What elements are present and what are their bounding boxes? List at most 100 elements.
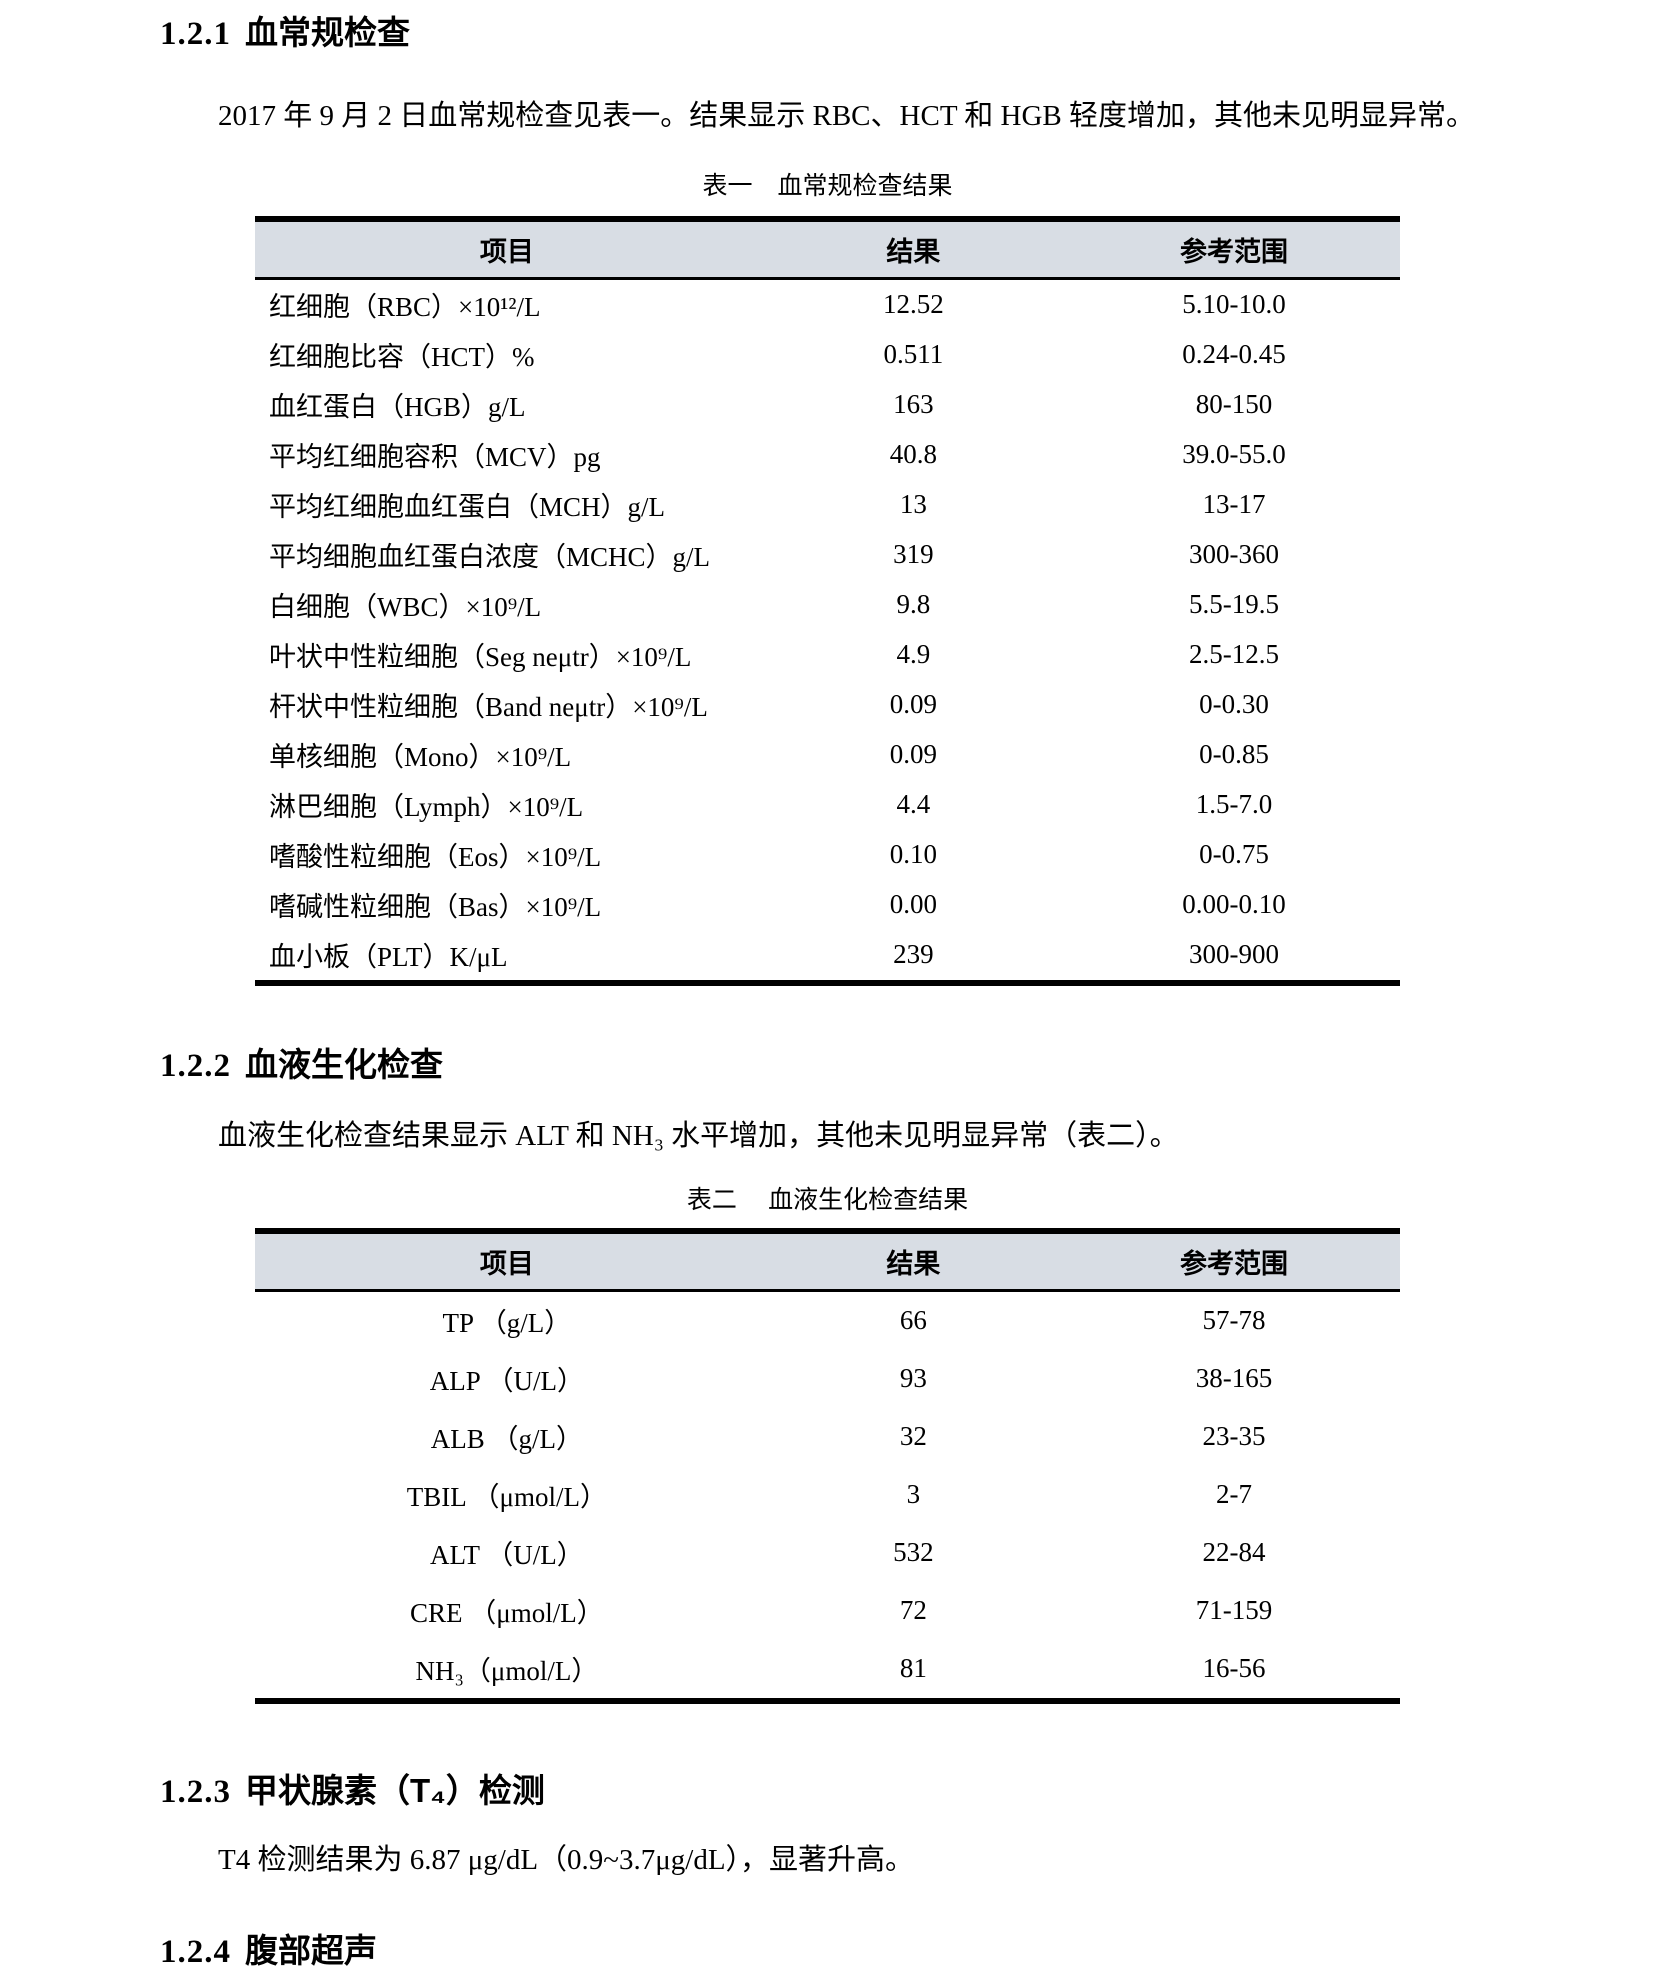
cell-result: 40.8: [889, 438, 937, 469]
cell-result: 532: [893, 1536, 934, 1567]
cell-item: 淋巴细胞（Lymph）×10⁹/L: [269, 791, 584, 822]
cell-reference-range: 0-0.75: [1199, 838, 1269, 869]
cell-result: 0.09: [889, 738, 937, 769]
paragraph-t4-result: T4 检测结果为 6.87 μg/dL（0.9~3.7μg/dL），显著升高。: [218, 1843, 915, 1876]
cell-result: 32: [899, 1420, 927, 1451]
column-header-reference-range: 参考范围: [1179, 1248, 1288, 1279]
column-header-item: 项目: [479, 236, 534, 267]
cell-item: 红细胞（RBC）×10¹²/L: [269, 291, 541, 322]
cell-item: 单核细胞（Mono）×10⁹/L: [269, 741, 572, 772]
cell-reference-range: 22-84: [1202, 1536, 1266, 1567]
section-number: 1.2.3: [160, 1773, 231, 1810]
table-row: 叶状中性粒细胞（Seg neμtr）×10⁹/L 4.9 2.5-12.5: [255, 630, 1400, 680]
cell-result: 319: [893, 538, 934, 569]
table-row: 白细胞（WBC）×10⁹/L 9.8 5.5-19.5: [255, 580, 1400, 630]
cell-result: 239: [893, 938, 934, 969]
cell-result: 4.9: [896, 638, 931, 669]
cell-result: 0.09: [889, 688, 937, 719]
cell-item: 白细胞（WBC）×10⁹/L: [269, 591, 542, 622]
cell-reference-range: 300-900: [1188, 938, 1279, 969]
cell-reference-range: 38-165: [1195, 1362, 1273, 1393]
cell-item: 平均细胞血红蛋白浓度（MCHC）g/L: [269, 541, 711, 572]
column-header-reference-range: 参考范围: [1179, 236, 1288, 267]
cell-item: 平均红细胞血红蛋白（MCH）g/L: [269, 491, 666, 522]
table-row: ALT （U/L） 532 22-84: [255, 1524, 1400, 1582]
cell-item: ALT （U/L）: [430, 1539, 584, 1570]
table-blood-routine-results: 项目 结果 参考范围 红细胞（RBC）×10¹²/L 12.52 5.10-10.0…: [255, 215, 1400, 986]
table-row: 血红蛋白（HGB）g/L 163 80-150: [255, 380, 1400, 430]
table-blood-biochemistry-results: 项目 结果 参考范围 TP （g/L） 66 57-78 ALP （U/L） 93 38-…: [255, 1227, 1400, 1704]
cell-result: 0.511: [883, 338, 944, 369]
cell-reference-range: 23-35: [1202, 1420, 1266, 1451]
section-number: 1.2.2: [160, 1047, 231, 1084]
cell-result: 0.00: [889, 888, 937, 919]
cell-result: 13: [899, 488, 927, 519]
cell-result: 93: [899, 1362, 927, 1393]
cell-result: 72: [899, 1594, 927, 1625]
cell-result: 4.4: [896, 788, 931, 819]
section-heading-1-2-2: 1.2.2 血液生化检查: [160, 1042, 1510, 1089]
section-heading-1-2-1: 1.2.1 血常规检查: [160, 10, 1510, 57]
cell-item: CRE （μmol/L）: [410, 1597, 604, 1628]
cell-item: 嗜碱性粒细胞（Bas）×10⁹/L: [269, 891, 602, 922]
cell-reference-range: 2.5-12.5: [1188, 638, 1279, 669]
document-page: 1.2.1 血常规检查 2017 年 9 月 2 日血常规检查见表一。结果显示 R…: [160, 10, 1510, 1970]
cell-reference-range: 57-78: [1202, 1304, 1266, 1335]
table-row: 单核细胞（Mono）×10⁹/L 0.09 0-0.85: [255, 730, 1400, 780]
section-title: 腹部超声: [245, 1931, 377, 1969]
table-row: 平均红细胞容积（MCV）pg 40.8 39.0-55.0: [255, 430, 1400, 480]
section-title: 血液生化检查: [245, 1045, 443, 1083]
table-row: 红细胞（RBC）×10¹²/L 12.52 5.10-10.0: [255, 278, 1400, 330]
table-row: 平均细胞血红蛋白浓度（MCHC）g/L 319 300-360: [255, 530, 1400, 580]
cell-result: 9.8: [896, 588, 931, 619]
cell-reference-range: 1.5-7.0: [1195, 788, 1273, 819]
table-header-row: 项目 结果 参考范围: [255, 1230, 1400, 1291]
cell-reference-range: 0-0.30: [1199, 688, 1269, 719]
table-row: ALB （g/L） 32 23-35: [255, 1408, 1400, 1466]
table-row: 杆状中性粒细胞（Band neμtr）×10⁹/L 0.09 0-0.30: [255, 680, 1400, 730]
cell-reference-range: 0.00-0.10: [1182, 888, 1286, 919]
cell-item: 嗜酸性粒细胞（Eos）×10⁹/L: [269, 841, 602, 872]
cell-result: 3: [906, 1478, 921, 1509]
table-row: ALP （U/L） 93 38-165: [255, 1350, 1400, 1408]
table-body: 红细胞（RBC）×10¹²/L 12.52 5.10-10.0 红细胞比容（HCT）%…: [255, 278, 1400, 983]
cell-result: 12.52: [882, 288, 944, 319]
cell-item: 血小板（PLT）K/μL: [269, 941, 508, 972]
section-heading-1-2-4: 1.2.4 腹部超声: [160, 1928, 1510, 1975]
table-row: NH₃（μmol/L） 81 16-56: [255, 1640, 1400, 1701]
section-heading-1-2-3: 1.2.3 甲状腺素（T₄）检测: [160, 1768, 1510, 1815]
cell-item: TBIL （μmol/L）: [406, 1481, 607, 1512]
table-row: 血小板（PLT）K/μL 239 300-900: [255, 930, 1400, 983]
table-row: CRE （μmol/L） 72 71-159: [255, 1582, 1400, 1640]
paragraph-blood-routine-intro: 2017 年 9 月 2 日血常规检查见表一。结果显示 RBC、HCT 和 HG…: [218, 100, 1475, 133]
cell-reference-range: 71-159: [1195, 1594, 1273, 1625]
cell-reference-range: 2-7: [1215, 1478, 1252, 1509]
table-body: TP （g/L） 66 57-78 ALP （U/L） 93 38-165 ALB （g/L…: [255, 1290, 1400, 1701]
cell-item: ALB （g/L）: [430, 1423, 584, 1454]
cell-reference-range: 5.5-19.5: [1188, 588, 1279, 619]
cell-result: 163: [893, 388, 934, 419]
table-row: 嗜碱性粒细胞（Bas）×10⁹/L 0.00 0.00-0.10: [255, 880, 1400, 930]
section-number: 1.2.4: [160, 1933, 231, 1970]
table-row: 平均红细胞血红蛋白（MCH）g/L 13 13-17: [255, 480, 1400, 530]
cell-item: TP （g/L）: [442, 1307, 572, 1338]
cell-item: 杆状中性粒细胞（Band neμtr）×10⁹/L: [269, 691, 708, 722]
cell-reference-range: 16-56: [1202, 1652, 1266, 1683]
column-header-result: 结果: [886, 236, 941, 267]
column-header-result: 结果: [886, 1248, 941, 1279]
section-title: 血常规检查: [245, 14, 410, 51]
cell-reference-range: 300-360: [1188, 538, 1279, 569]
cell-item: 叶状中性粒细胞（Seg neμtr）×10⁹/L: [269, 641, 692, 672]
cell-item: ALP （U/L）: [429, 1365, 585, 1396]
cell-item: NH₃（μmol/L）: [415, 1655, 599, 1686]
cell-item: 血红蛋白（HGB）g/L: [269, 391, 526, 422]
section-title: 甲状腺素（T₄）检测: [245, 1771, 545, 1809]
table-row: TBIL （μmol/L） 3 2-7: [255, 1466, 1400, 1524]
cell-item: 红细胞比容（HCT）%: [269, 341, 535, 372]
cell-reference-range: 0-0.85: [1199, 738, 1269, 769]
table-row: 淋巴细胞（Lymph）×10⁹/L 4.4 1.5-7.0: [255, 780, 1400, 830]
paragraph-biochemistry-intro: 血液生化检查结果显示 ALT 和 NH₃ 水平增加，其他未见明显异常（表二）。: [218, 1120, 1179, 1153]
table-row: 嗜酸性粒细胞（Eos）×10⁹/L 0.10 0-0.75: [255, 830, 1400, 880]
table1-caption: 表一 血常规检查结果: [702, 172, 953, 200]
table2-caption: 表二 血液生化检查结果: [686, 1186, 969, 1214]
